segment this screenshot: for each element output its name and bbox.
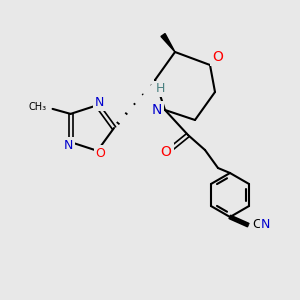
Text: C: C: [252, 218, 261, 232]
Text: N: N: [261, 218, 270, 232]
Text: O: O: [95, 147, 105, 160]
Text: O: O: [160, 145, 171, 159]
Text: O: O: [95, 147, 105, 160]
Text: O: O: [213, 50, 224, 64]
Text: O: O: [213, 50, 224, 64]
Text: N: N: [95, 96, 104, 109]
Text: N: N: [95, 96, 104, 109]
Text: N: N: [152, 103, 162, 117]
Text: H: H: [155, 82, 165, 95]
Text: C: C: [252, 218, 261, 232]
Text: CH₃: CH₃: [28, 102, 46, 112]
Text: O: O: [160, 145, 171, 159]
Text: N: N: [152, 103, 162, 117]
Text: N: N: [64, 139, 73, 152]
Text: H: H: [155, 82, 165, 95]
Text: N: N: [64, 139, 73, 152]
Text: N: N: [261, 218, 270, 232]
Polygon shape: [161, 34, 175, 52]
